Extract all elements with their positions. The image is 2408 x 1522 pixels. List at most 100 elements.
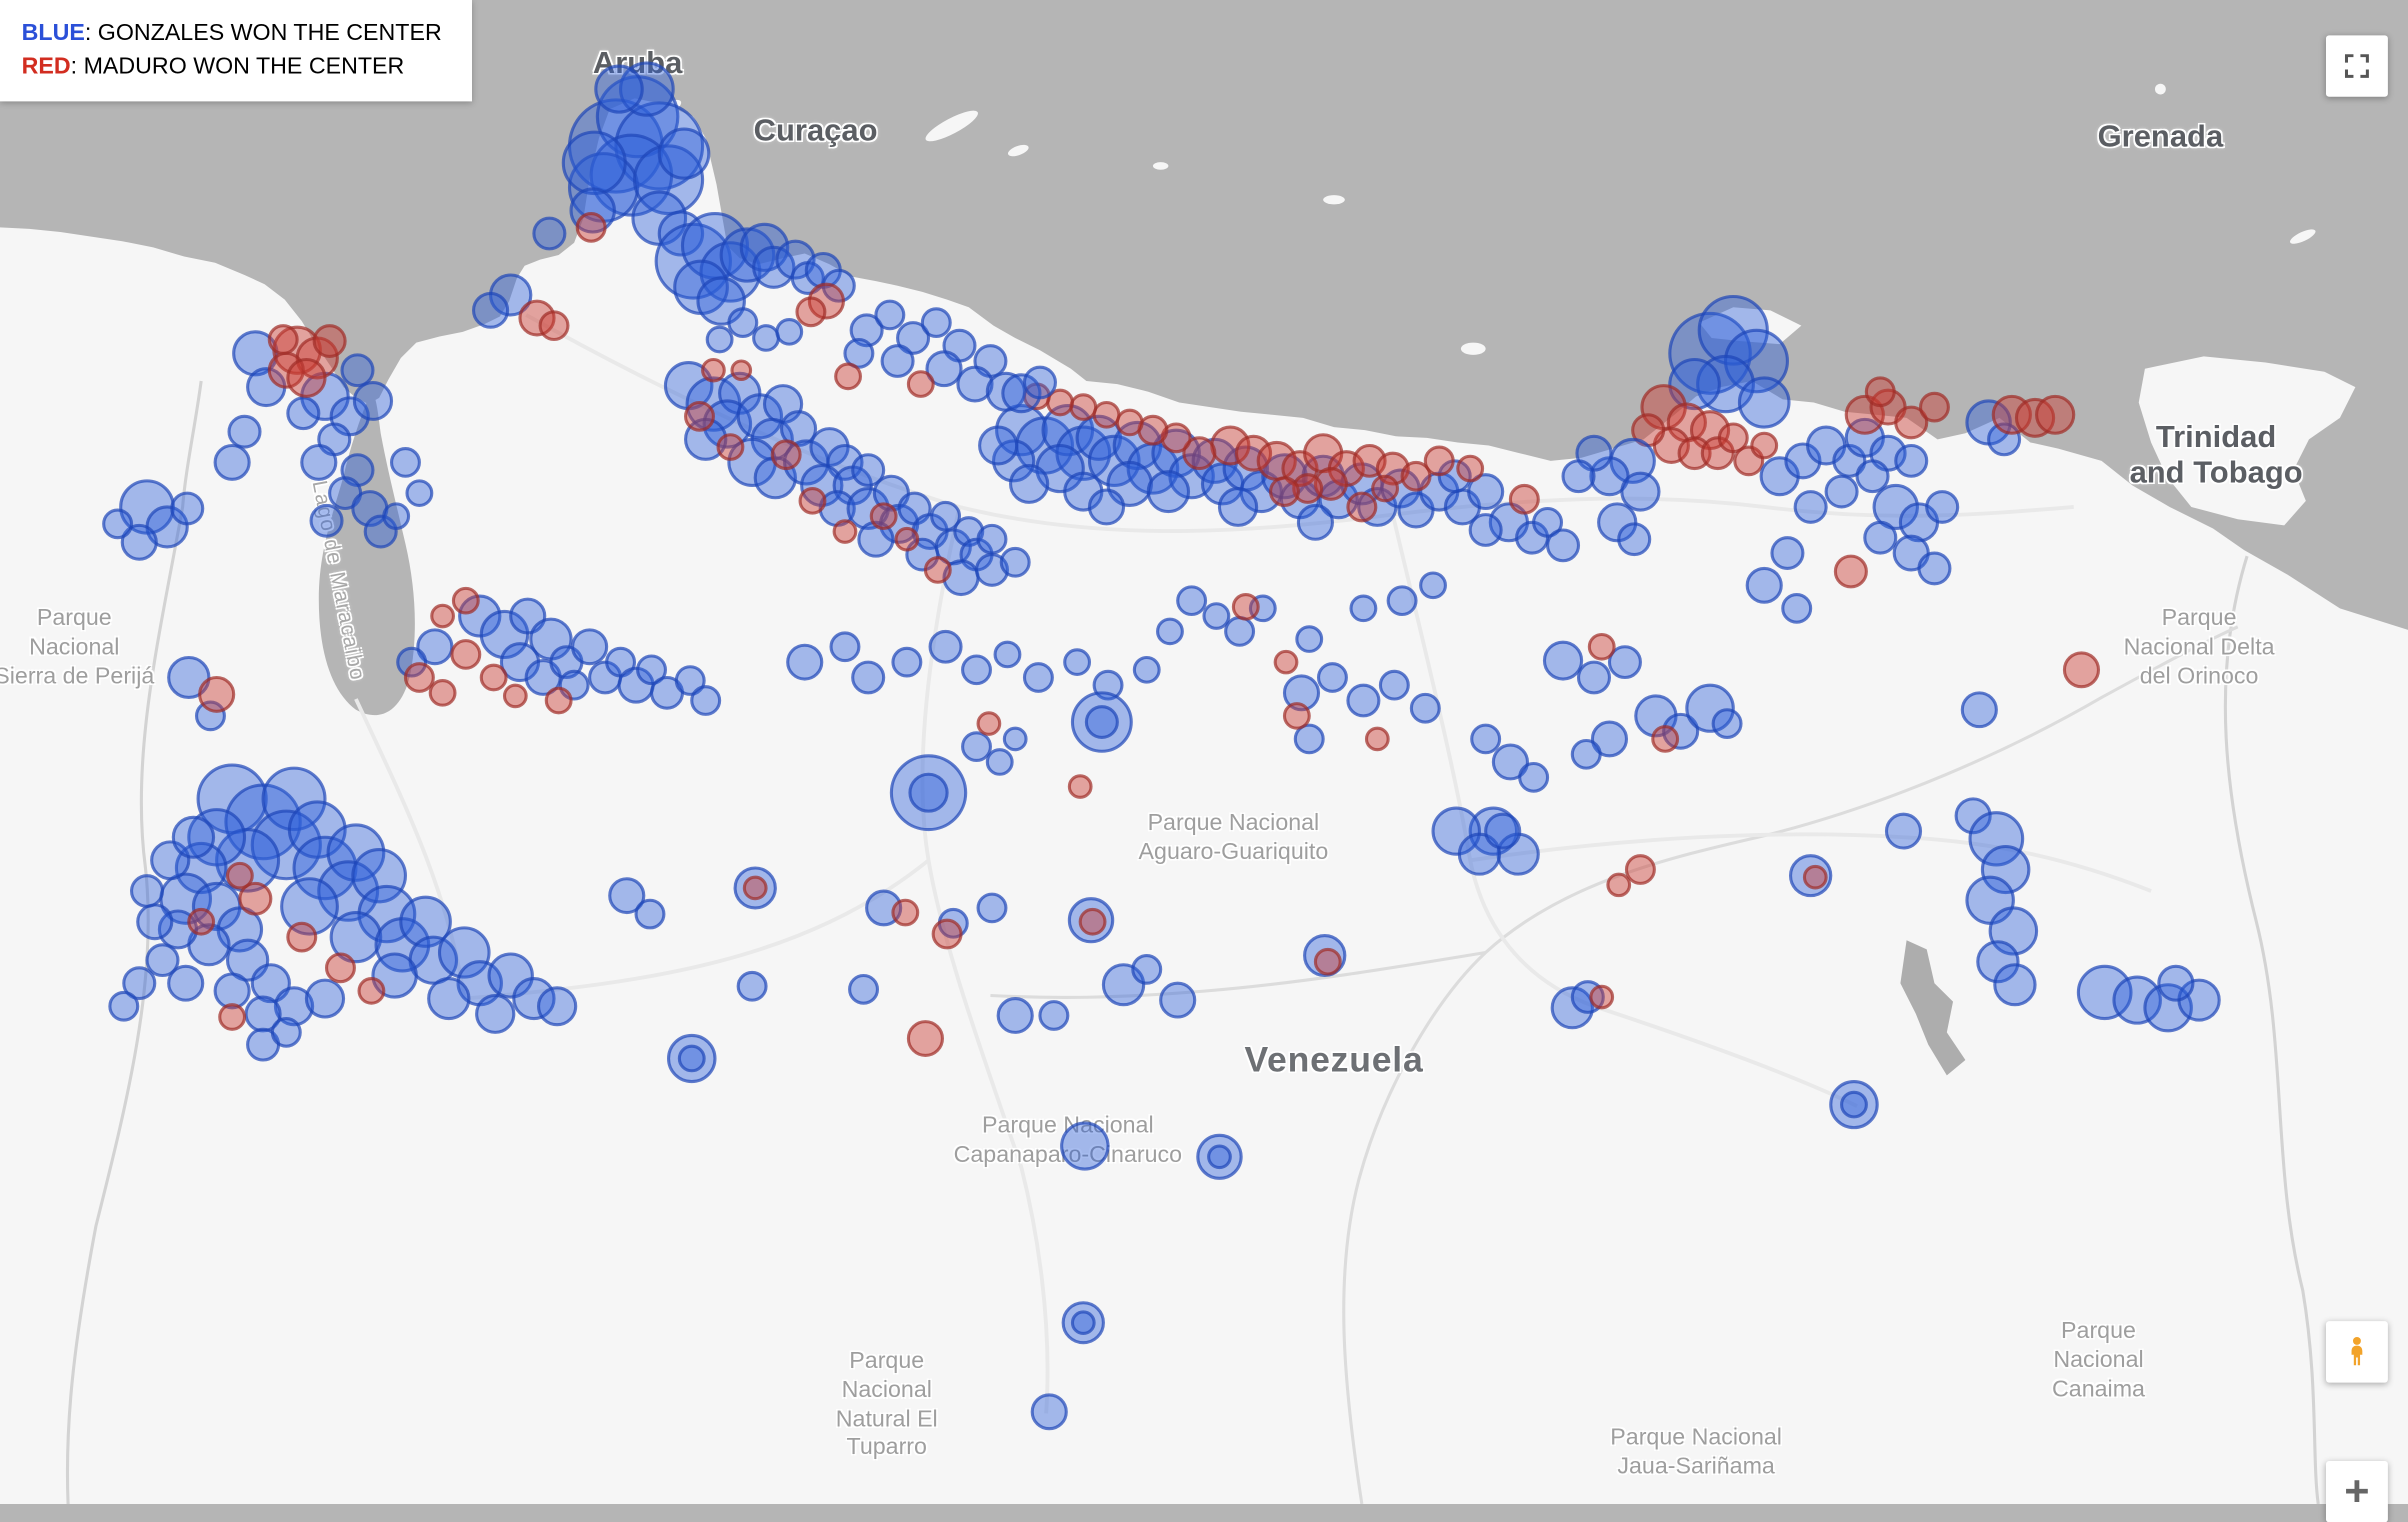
gonzales-center-circle[interactable] — [880, 344, 915, 378]
gonzales-center-circle[interactable] — [1295, 625, 1324, 653]
gonzales-center-circle[interactable] — [351, 848, 408, 904]
maduro-center-circle[interactable] — [1894, 405, 1929, 440]
gonzales-center-circle[interactable] — [1781, 592, 1813, 624]
gonzales-center-circle[interactable] — [976, 523, 1008, 555]
maduro-center-circle[interactable] — [730, 359, 753, 381]
gonzales-center-circle[interactable] — [215, 828, 281, 893]
gonzales-center-circle[interactable] — [928, 629, 963, 664]
gonzales-center-circle[interactable] — [1378, 669, 1410, 701]
maduro-center-circle[interactable] — [267, 324, 299, 355]
gonzales-center-circle[interactable] — [136, 903, 174, 941]
gonzales-center-circle[interactable] — [382, 502, 411, 531]
gonzales-center-circle[interactable] — [1532, 506, 1564, 538]
gonzales-center-circle[interactable] — [920, 307, 952, 338]
gonzales-center-circle[interactable] — [1070, 691, 1133, 753]
gonzales-center-circle[interactable] — [1217, 486, 1259, 527]
maduro-center-circle[interactable] — [1182, 436, 1217, 471]
maduro-center-circle[interactable] — [1282, 702, 1311, 730]
gonzales-center-circle[interactable] — [775, 318, 804, 346]
maduro-center-circle[interactable] — [976, 711, 1002, 736]
gonzales-center-circle[interactable] — [1349, 594, 1378, 623]
gonzales-center-circle[interactable] — [1293, 723, 1325, 755]
gonzales-center-circle[interactable] — [227, 414, 262, 449]
maduro-center-circle[interactable] — [403, 662, 435, 693]
gonzales-center-circle[interactable] — [1917, 551, 1952, 586]
gonzales-center-circle[interactable] — [1697, 294, 1769, 366]
maduro-center-circle[interactable] — [1281, 450, 1319, 487]
gonzales-center-circle[interactable] — [1518, 761, 1550, 793]
gonzales-center-circle[interactable] — [1561, 459, 1596, 494]
maduro-center-circle[interactable] — [795, 296, 827, 328]
maduro-center-circle[interactable] — [430, 603, 455, 629]
gonzales-center-circle[interactable] — [1022, 662, 1054, 693]
gonzales-center-circle[interactable] — [120, 523, 158, 561]
gonzales-center-circle[interactable] — [1131, 954, 1163, 985]
maduro-center-circle[interactable] — [538, 310, 570, 342]
gonzales-center-circle[interactable] — [985, 371, 1027, 412]
gonzales-center-circle[interactable] — [752, 324, 780, 352]
maduro-center-circle[interactable] — [451, 586, 480, 615]
gonzales-center-circle[interactable] — [1156, 617, 1184, 646]
zoom-in-button[interactable]: + — [2325, 1460, 2388, 1522]
maduro-center-circle[interactable] — [1231, 592, 1260, 621]
gonzales-center-circle[interactable] — [1196, 1133, 1243, 1180]
gonzales-center-circle[interactable] — [145, 943, 180, 978]
maduro-center-circle[interactable] — [891, 898, 920, 927]
maduro-center-circle[interactable] — [684, 400, 715, 432]
gonzales-center-circle[interactable] — [427, 977, 471, 1021]
gonzales-center-circle[interactable] — [985, 748, 1014, 776]
maduro-center-circle[interactable] — [906, 1020, 945, 1057]
gonzales-center-circle[interactable] — [1894, 443, 1929, 478]
maduro-center-circle[interactable] — [198, 675, 236, 713]
gonzales-center-circle[interactable] — [1925, 490, 1960, 524]
gonzales-center-circle[interactable] — [1468, 806, 1519, 856]
maduro-center-circle[interactable] — [2062, 651, 2101, 689]
gonzales-center-circle[interactable] — [857, 520, 895, 558]
gonzales-center-circle[interactable] — [843, 337, 875, 369]
gonzales-center-circle[interactable] — [1840, 1090, 1868, 1119]
gonzales-center-circle[interactable] — [851, 453, 886, 487]
gonzales-center-circle[interactable] — [1590, 720, 1629, 758]
gonzales-center-circle[interactable] — [396, 646, 428, 678]
maduro-center-circle[interactable] — [931, 918, 963, 950]
gonzales-center-circle[interactable] — [1550, 986, 1594, 1030]
maduro-center-circle[interactable] — [1268, 476, 1300, 507]
gonzales-center-circle[interactable] — [171, 815, 216, 859]
maduro-center-circle[interactable] — [1400, 460, 1432, 492]
maduro-center-circle[interactable] — [1160, 422, 1192, 454]
gonzales-center-circle[interactable] — [194, 700, 226, 732]
gonzales-center-circle[interactable] — [1855, 459, 1890, 494]
gonzales-center-circle[interactable] — [848, 973, 880, 1005]
gonzales-center-circle[interactable] — [851, 660, 886, 695]
gonzales-center-circle[interactable] — [1468, 513, 1503, 547]
gonzales-center-circle[interactable] — [752, 245, 796, 289]
gonzales-center-circle[interactable] — [632, 144, 705, 216]
gonzales-center-circle[interactable] — [1431, 806, 1482, 856]
maduro-center-circle[interactable] — [1292, 473, 1324, 504]
gonzales-center-circle[interactable] — [961, 731, 992, 762]
gonzales-center-circle[interactable] — [1484, 812, 1522, 850]
gonzales-center-circle[interactable] — [300, 443, 338, 481]
gonzales-center-circle[interactable] — [250, 809, 322, 881]
gonzales-center-circle[interactable] — [167, 655, 211, 699]
gonzales-center-circle[interactable] — [1296, 503, 1334, 541]
maduro-center-circle[interactable] — [742, 875, 768, 901]
gonzales-center-circle[interactable] — [736, 393, 784, 440]
maduro-center-circle[interactable] — [1273, 649, 1299, 675]
gonzales-center-circle[interactable] — [1457, 832, 1502, 876]
maduro-center-circle[interactable] — [2035, 394, 2076, 435]
maduro-center-circle[interactable] — [1833, 554, 1868, 589]
maduro-center-circle[interactable] — [1918, 391, 1950, 423]
gonzales-center-circle[interactable] — [213, 443, 251, 481]
maduro-center-circle[interactable] — [1802, 864, 1828, 890]
gonzales-center-circle[interactable] — [2157, 964, 2195, 1002]
gonzales-center-circle[interactable] — [472, 291, 510, 329]
maduro-center-circle[interactable] — [869, 502, 898, 531]
maduro-center-circle[interactable] — [770, 439, 802, 471]
gonzales-center-circle[interactable] — [1829, 1079, 1879, 1130]
gonzales-center-circle[interactable] — [561, 130, 627, 196]
gonzales-center-circle[interactable] — [532, 216, 567, 251]
gonzales-center-circle[interactable] — [537, 986, 578, 1027]
gonzales-center-circle[interactable] — [1001, 373, 1042, 414]
